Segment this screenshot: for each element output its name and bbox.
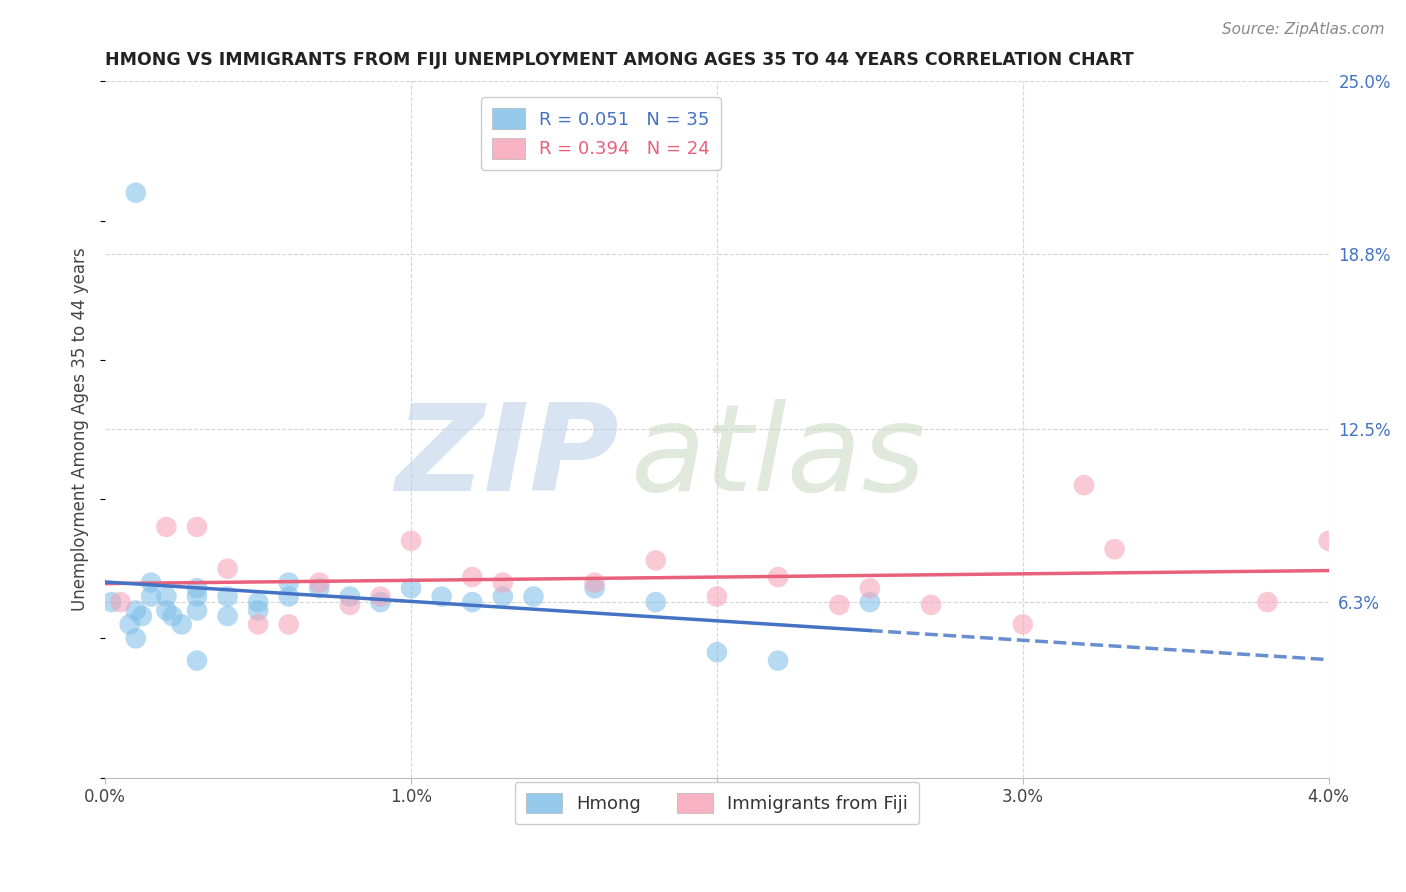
Point — [430, 590, 453, 604]
Point — [920, 598, 942, 612]
Point — [1317, 533, 1340, 548]
Text: Source: ZipAtlas.com: Source: ZipAtlas.com — [1222, 22, 1385, 37]
Point — [277, 575, 299, 590]
Point — [155, 590, 177, 604]
Point — [706, 645, 728, 659]
Point — [583, 581, 606, 595]
Point — [706, 590, 728, 604]
Y-axis label: Unemployment Among Ages 35 to 44 years: Unemployment Among Ages 35 to 44 years — [72, 248, 89, 611]
Point — [247, 617, 270, 632]
Point — [1011, 617, 1033, 632]
Point — [1104, 542, 1126, 557]
Point — [766, 654, 789, 668]
Point — [186, 581, 208, 595]
Point — [125, 603, 148, 617]
Point — [399, 581, 422, 595]
Point — [125, 632, 148, 646]
Point — [277, 617, 299, 632]
Point — [1073, 478, 1095, 492]
Point — [644, 553, 666, 567]
Point — [370, 595, 392, 609]
Point — [828, 598, 851, 612]
Point — [370, 590, 392, 604]
Point — [492, 590, 515, 604]
Point — [461, 595, 484, 609]
Point — [139, 575, 162, 590]
Point — [461, 570, 484, 584]
Point — [186, 654, 208, 668]
Point — [522, 590, 544, 604]
Point — [1256, 595, 1278, 609]
Point — [859, 581, 882, 595]
Point — [186, 520, 208, 534]
Point — [247, 603, 270, 617]
Point — [131, 609, 153, 624]
Point — [186, 603, 208, 617]
Point — [766, 570, 789, 584]
Legend: Hmong, Immigrants from Fiji: Hmong, Immigrants from Fiji — [515, 781, 920, 824]
Point — [118, 617, 141, 632]
Point — [247, 595, 270, 609]
Text: ZIP: ZIP — [395, 399, 619, 516]
Point — [162, 609, 184, 624]
Point — [277, 590, 299, 604]
Point — [155, 520, 177, 534]
Point — [859, 595, 882, 609]
Point — [170, 617, 193, 632]
Point — [217, 590, 239, 604]
Point — [308, 581, 330, 595]
Point — [217, 609, 239, 624]
Point — [110, 595, 132, 609]
Point — [339, 590, 361, 604]
Point — [155, 603, 177, 617]
Text: HMONG VS IMMIGRANTS FROM FIJI UNEMPLOYMENT AMONG AGES 35 TO 44 YEARS CORRELATION: HMONG VS IMMIGRANTS FROM FIJI UNEMPLOYME… — [105, 51, 1135, 69]
Point — [186, 590, 208, 604]
Point — [308, 575, 330, 590]
Text: atlas: atlas — [631, 399, 927, 516]
Point — [139, 590, 162, 604]
Point — [399, 533, 422, 548]
Point — [492, 575, 515, 590]
Point — [339, 598, 361, 612]
Point — [583, 575, 606, 590]
Point — [644, 595, 666, 609]
Point — [217, 562, 239, 576]
Point — [125, 186, 148, 200]
Point — [100, 595, 122, 609]
